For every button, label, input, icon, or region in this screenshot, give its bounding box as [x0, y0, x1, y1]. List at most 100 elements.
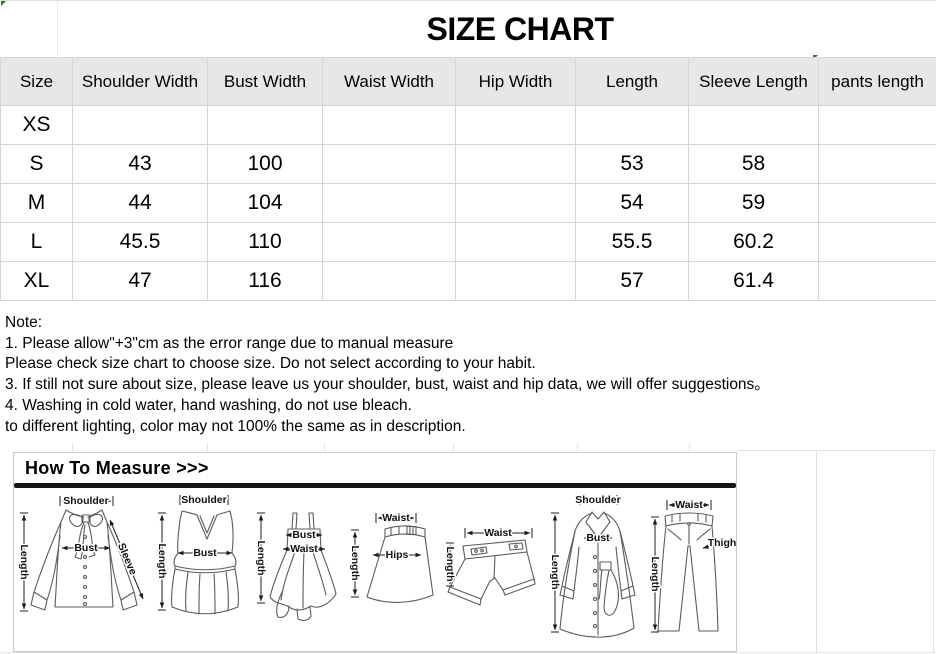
measure-label-waist: Waist — [484, 527, 512, 539]
heading-rule — [14, 483, 736, 488]
gridline — [933, 451, 934, 652]
measure-label-length: Length — [255, 541, 267, 576]
garment-cami-dress: Length Bust Waist — [254, 512, 337, 621]
garment-blouse: Shoulder Length Bust Sleeve — [17, 494, 144, 612]
value-cell — [688, 105, 819, 145]
garment-tank-top: Shoulder Length Bust — [155, 493, 239, 615]
gridline — [737, 450, 936, 451]
value-cell — [207, 105, 323, 145]
column-header-bust: Bust Width — [207, 57, 323, 106]
gridline — [453, 443, 454, 452]
measure-label-length: Length — [349, 546, 361, 581]
size-cell: XL — [0, 261, 73, 301]
value-cell: 58 — [688, 144, 819, 184]
value-cell: 104 — [207, 183, 323, 223]
value-cell: 44 — [72, 183, 208, 223]
value-cell: 57 — [575, 261, 689, 301]
measure-label-bust: Bust — [74, 542, 98, 554]
garment-coat: Shoulder Length Bust — [548, 493, 636, 638]
value-cell — [322, 105, 456, 145]
value-cell: 45.5 — [72, 222, 208, 262]
value-cell — [818, 222, 936, 262]
value-cell — [818, 261, 936, 301]
measure-label-thigh: Thigh — [708, 537, 736, 549]
column-header-waist: Waist Width — [322, 57, 456, 106]
measure-label-shoulder: Shoulder — [63, 495, 109, 507]
table-row-m: M 44 104 54 59 — [0, 183, 936, 223]
value-cell: 47 — [72, 261, 208, 301]
garment-pants: Waist Length Thigh — [648, 498, 736, 633]
note-line: 4. Washing in cold water, hand washing, … — [5, 396, 412, 414]
table-row-xl: XL 47 116 57 61.4 — [0, 261, 936, 301]
value-cell — [575, 105, 689, 145]
value-cell — [455, 105, 576, 145]
column-header-sleeve: Sleeve Length — [688, 57, 819, 106]
measure-label-length: Length — [549, 555, 561, 590]
value-cell: 55.5 — [575, 222, 689, 262]
table-row-s: S 43 100 53 58 — [0, 144, 936, 184]
size-cell: L — [0, 222, 73, 262]
measure-label-length: Length — [156, 544, 168, 579]
measure-label-sleeve: Sleeve — [115, 541, 139, 576]
measure-label-bust: Bust — [586, 532, 610, 544]
value-cell: 116 — [207, 261, 323, 301]
measure-label-length: Length — [649, 557, 661, 592]
value-cell: 110 — [207, 222, 323, 262]
value-cell: 53 — [575, 144, 689, 184]
measure-label-length: Length — [444, 547, 456, 582]
value-cell — [455, 144, 576, 184]
value-cell — [455, 222, 576, 262]
value-cell: 61.4 — [688, 261, 819, 301]
column-header-hip: Hip Width — [455, 57, 576, 106]
column-header-size: Size — [0, 57, 73, 106]
value-cell — [322, 144, 456, 184]
page-title: SIZE CHART — [426, 11, 615, 47]
value-cell: 54 — [575, 183, 689, 223]
value-cell: 43 — [72, 144, 208, 184]
note-line: to different lighting, color may not 100… — [5, 417, 466, 435]
note-line: Please check size chart to choose size. … — [5, 355, 536, 373]
value-cell — [322, 183, 456, 223]
gridline — [816, 451, 817, 652]
notes: Note: 1. Please allow"+3"cm as the error… — [5, 313, 770, 437]
garment-shorts: Waist Length — [443, 526, 536, 606]
how-to-measure-heading: How To Measure >>> — [25, 458, 209, 478]
column-header-pants: pants length — [818, 57, 936, 106]
gridline — [57, 1, 58, 57]
value-cell — [818, 105, 936, 145]
size-cell: M — [0, 183, 73, 223]
gridline — [0, 0, 936, 1]
measure-label-bust: Bust — [193, 547, 217, 559]
measure-label-bust: Bust — [292, 529, 316, 541]
cell-error-flag-icon — [1, 1, 6, 6]
measure-label-shoulder: Shoulder — [575, 494, 621, 506]
measure-label-length: Length — [18, 545, 30, 580]
column-header-length: Length — [575, 57, 689, 106]
gridline — [324, 443, 325, 452]
note-line: 1. Please allow"+3"cm as the error range… — [5, 334, 454, 352]
value-cell — [322, 261, 456, 301]
gridline — [72, 443, 73, 452]
header-row: Size Shoulder Width Bust Width Waist Wid… — [0, 57, 936, 106]
table-row-l: L 45.5 110 55.5 60.2 — [0, 222, 936, 262]
value-cell — [455, 261, 576, 301]
value-cell — [818, 144, 936, 184]
measure-label-shoulder: Shoulder — [181, 494, 227, 506]
notes-heading: Note: — [5, 314, 43, 331]
how-to-measure-section: How To Measure >>> — [13, 452, 737, 652]
size-table: Size Shoulder Width Bust Width Waist Wid… — [0, 57, 936, 301]
garment-skirt: Waist Length Hips — [348, 511, 434, 603]
gridline — [577, 443, 578, 452]
gridline — [207, 443, 208, 452]
value-cell — [455, 183, 576, 223]
value-cell: 60.2 — [688, 222, 819, 262]
value-cell — [322, 222, 456, 262]
measure-label-waist: Waist — [290, 543, 318, 555]
gridline — [0, 652, 936, 653]
size-cell: XS — [0, 105, 73, 145]
gridline — [689, 443, 690, 452]
measure-label-waist: Waist — [382, 512, 410, 524]
value-cell — [818, 183, 936, 223]
measure-label-hips: Hips — [386, 549, 409, 561]
note-line: 3. If still not sure about size, please … — [5, 376, 770, 394]
